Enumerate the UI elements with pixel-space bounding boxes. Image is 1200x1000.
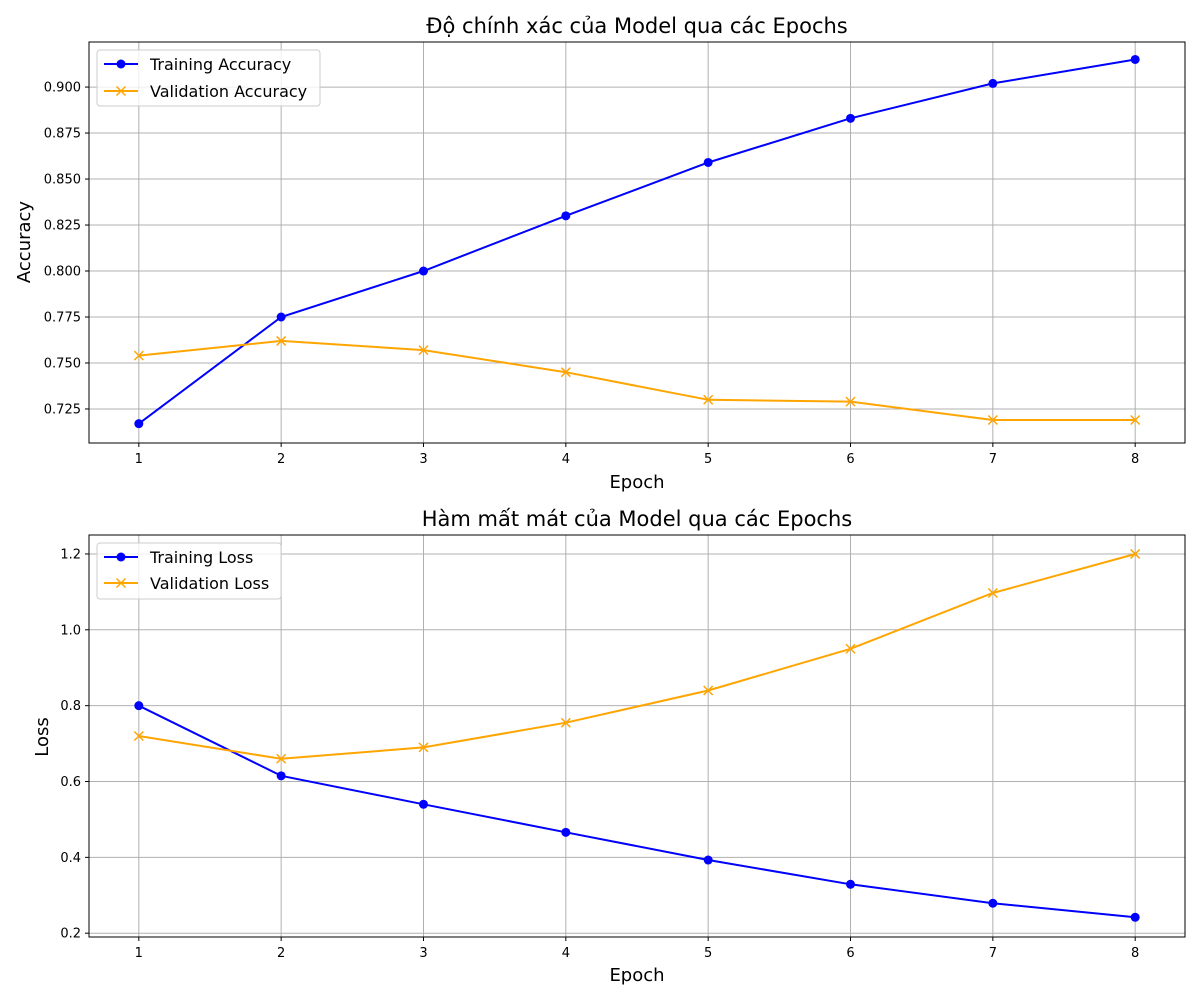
data-point [1130,912,1140,922]
data-point [418,266,428,276]
x-tick-label: 1 [135,946,143,961]
x-tick-label: 7 [989,452,997,467]
x-tick-label: 2 [277,452,285,467]
y-tick-label: 0.725 [44,402,81,417]
data-point [988,898,998,908]
y-axis-label: Loss [32,717,53,756]
legend-box [96,542,282,600]
data-point [703,855,713,865]
data-point [276,312,286,322]
data-point [418,345,429,356]
x-tick-label: 3 [419,452,427,467]
chart-title: Độ chính xác của Model qua các Epochs [426,14,848,38]
y-tick-label: 0.800 [44,265,81,280]
data-point [560,717,571,728]
data-point [418,742,429,753]
y-tick-label: 0.850 [44,173,81,188]
series-lines [133,548,1141,922]
legend: Training Loss Validation Loss [96,542,282,600]
data-point [988,78,998,88]
x-tick-label: 8 [1131,946,1139,961]
data-point [1130,414,1141,426]
legend-label-training-loss: Training Loss [149,548,253,567]
series-lines [133,54,1141,429]
data-point [1130,548,1141,559]
plot-frame [88,534,1186,938]
x-tick-label: 6 [846,452,854,467]
data-point [276,335,287,346]
data-point [1130,54,1140,64]
ticks: 1 2 3 4 5 6 7 8 0.2 0.4 0.6 0.8 1.0 1.2 [60,547,1139,961]
x-axis-label: Epoch [609,965,664,986]
data-point [418,799,428,809]
legend-marker-circle [116,552,126,562]
data-point [845,396,856,407]
x-tick-label: 5 [704,452,712,467]
data-point [987,587,998,599]
legend-box [96,49,321,107]
chart-title: Hàm mất mát của Model qua các Epochs [422,507,852,531]
data-point [561,827,571,837]
data-point [846,879,856,889]
y-tick-label: 0.750 [44,356,81,371]
data-point [133,350,144,361]
x-axis-label: Epoch [609,472,664,493]
data-point [703,685,714,696]
y-tick-label: 0.8 [60,699,81,714]
y-tick-label: 0.875 [44,127,81,142]
data-point [276,771,286,781]
legend: Training Accuracy Validation Accuracy [96,49,321,107]
x-tick-label: 1 [135,452,143,467]
legend-marker-circle [116,59,126,69]
gridlines [89,42,1185,443]
legend-label-validation-accuracy: Validation Accuracy [150,82,307,101]
y-tick-label: 0.4 [60,851,81,866]
y-tick-label: 0.6 [60,775,81,790]
data-point [561,211,571,221]
accuracy-chart: Độ chính xác của Model qua các Epochs 1 2… [14,14,1186,493]
data-point [987,414,998,426]
x-tick-label: 5 [704,946,712,961]
y-tick-label: 0.900 [44,81,81,96]
series-line-training-loss [138,704,1136,919]
x-tick-label: 2 [277,946,285,961]
y-tick-label: 1.0 [60,623,81,638]
y-tick-label: 0.825 [44,219,81,234]
data-point [703,157,713,167]
series-line-validation-loss [138,553,1136,760]
data-point [703,394,714,405]
y-tick-label: 0.2 [60,927,81,942]
x-tick-label: 4 [562,946,570,961]
data-point [846,113,856,123]
ticks: 1 2 3 4 5 6 7 8 0.725 0.750 0.775 0.800 0.825 0.850 0.… [44,81,1140,467]
loss-chart: Hàm mất mát của Model qua các Epochs 1 2 3… [32,507,1186,986]
x-tick-label: 7 [989,946,997,961]
data-point [276,753,287,764]
y-tick-label: 1.2 [60,547,81,562]
legend-label-validation-loss: Validation Loss [150,574,269,593]
series-line-training-accuracy [138,58,1136,425]
legend-marker-x [115,85,127,97]
data-point [845,643,856,654]
plot-frame [88,41,1186,444]
x-tick-label: 4 [562,452,570,467]
data-point [133,730,144,742]
x-tick-label: 8 [1131,452,1139,467]
x-tick-label: 6 [846,946,854,961]
data-point [134,419,144,429]
x-tick-label: 3 [419,946,427,961]
y-tick-label: 0.775 [44,310,81,325]
legend-label-training-accuracy: Training Accuracy [149,55,291,74]
data-point [560,367,571,378]
series-line-validation-accuracy [138,339,1136,421]
legend-marker-x [115,577,127,589]
y-axis-label: Accuracy [14,201,35,284]
data-point [134,701,144,711]
